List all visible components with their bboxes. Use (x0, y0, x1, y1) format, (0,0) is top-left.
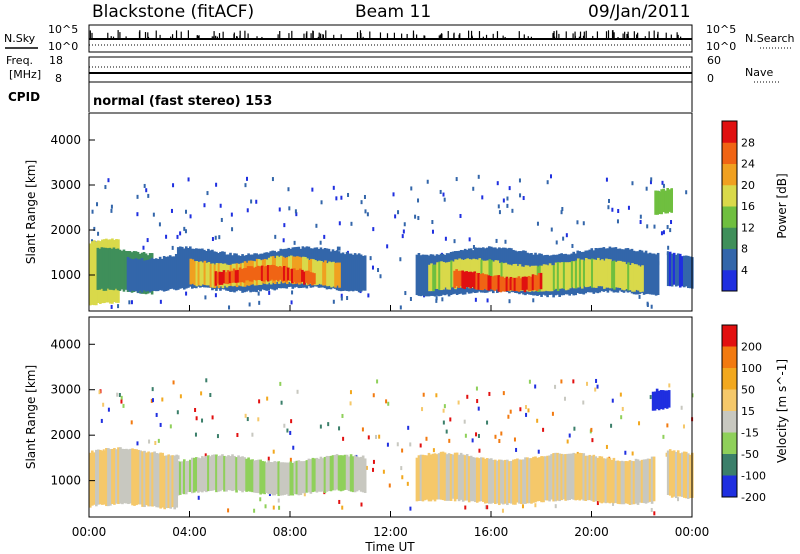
velocity-colorbar-label: Velocity [m s^-1] (775, 359, 789, 463)
x-tick-label: 16:00 (474, 525, 509, 539)
velocity-echo-region-3 (651, 388, 671, 411)
velocity-ytick-label: 4000 (50, 337, 81, 351)
nsky-tick-top: 10^5 (48, 23, 78, 36)
velocity-colorbar-swatch (722, 389, 737, 412)
freq-unit: [MHz] (9, 68, 41, 81)
x-tick-label: 04:00 (172, 525, 207, 539)
power-ylabel: Slant Range [km] (24, 160, 38, 264)
velocity-echo-region-4 (666, 449, 694, 499)
power-ytick-label: 4000 (50, 133, 81, 147)
power-colorbar-swatch (722, 227, 737, 249)
power-colorbar-tick: 24 (741, 158, 755, 171)
cpid-value: normal (fast stereo) 153 (93, 94, 272, 109)
x-tick-label: 12:00 (373, 525, 408, 539)
power-colorbar: 4 8 12 16 20 24 28 Power [dB] (721, 120, 789, 292)
x-tick-label: 00:00 (72, 525, 107, 539)
velocity-colorbar-swatch (722, 432, 737, 455)
figure-title: Blackstone (fitACF) (92, 2, 254, 22)
velocity-colorbar-tick: -100 (741, 470, 766, 483)
power-colorbar-label: Power [dB] (775, 173, 789, 238)
date-label: 09/Jan/2011 (588, 2, 691, 22)
power-ytick-label: 3000 (50, 178, 81, 192)
velocity-ytick-label: 1000 (50, 474, 81, 488)
power-colorbar-swatch (722, 269, 737, 292)
x-tick-label: 08:00 (273, 525, 308, 539)
velocity-ytick-label: 3000 (50, 383, 81, 397)
power-echo-region-10 (666, 251, 694, 289)
x-axis-title: Time UT (364, 540, 415, 554)
nsearch-tick-bottom: 10^0 (706, 40, 736, 53)
nsky-label: N.Sky (4, 32, 36, 45)
nsky-trace (89, 30, 692, 40)
power-colorbar-swatch (722, 121, 737, 143)
velocity-colorbar-tick: 15 (741, 405, 755, 418)
nsky-panel: N.Sky 10^5 10^0 10^5 10^0 N.Search (4, 23, 795, 53)
velocity-echo-region-0 (89, 447, 179, 510)
velocity-colorbar: 200 100 50 15 -15 -50 -100 -200 Velocity [m s^-1… (721, 324, 789, 504)
power-colorbar-tick: 12 (741, 221, 755, 234)
power-echo-region-9 (654, 188, 674, 215)
nave-label: Nave (745, 66, 773, 79)
power-colorbar-swatch (722, 142, 737, 164)
velocity-echo-region-2 (415, 451, 656, 506)
velocity-colorbar-tick: 200 (741, 341, 762, 354)
time-axis: 00:00 04:00 08:00 12:00 16:00 20:00 00:00 (72, 525, 710, 539)
power-colorbar-swatch (722, 184, 737, 207)
velocity-colorbar-tick: 100 (741, 362, 762, 375)
velocity-ytick-label: 2000 (50, 428, 81, 442)
nave-tick-bottom: 0 (707, 72, 714, 85)
nave-tick-top: 60 (707, 54, 721, 67)
power-colorbar-tick: 4 (741, 264, 748, 277)
power-colorbar-tick: 16 (741, 200, 755, 213)
x-tick-label: 00:00 (675, 525, 710, 539)
power-colorbar-swatch (722, 206, 737, 228)
power-colorbar-tick: 28 (741, 136, 755, 149)
power-ytick-label: 2000 (50, 223, 81, 237)
cpid-panel: CPID normal (fast stereo) 153 (8, 82, 693, 112)
velocity-colorbar-swatch (722, 454, 737, 476)
velocity-colorbar-tick: -50 (741, 448, 759, 461)
velocity-colorbar-frame (721, 324, 738, 498)
velocity-ylabel: Slant Range [km] (24, 365, 38, 469)
velocity-echo-region-1 (176, 454, 367, 496)
power-echo-region-8 (453, 269, 543, 293)
freq-panel: Freq. [MHz] 18 8 60 0 Nave (6, 54, 780, 85)
velocity-colorbar-swatch (722, 475, 737, 498)
velocity-colorbar-tick: 50 (741, 384, 755, 397)
velocity-colorbar-tick: -200 (741, 491, 766, 504)
velocity-colorbar-swatch (722, 411, 737, 433)
freq-tick-bottom: 8 (55, 72, 62, 85)
power-colorbar-tick: 8 (741, 243, 748, 256)
freq-label: Freq. (6, 54, 33, 67)
freq-tick-top: 18 (49, 54, 63, 67)
power-colorbar-swatch (722, 248, 737, 271)
velocity-colorbar-swatch (722, 325, 737, 347)
power-colorbar-tick: 20 (741, 179, 755, 192)
velocity-colorbar-swatch (722, 346, 737, 369)
beam-label: Beam 11 (355, 2, 431, 22)
velocity-colorbar-swatch (722, 368, 737, 390)
power-colorbar-frame (721, 120, 738, 292)
cpid-label: CPID (8, 90, 40, 104)
velocity-colorbar-tick: -15 (741, 427, 759, 440)
x-tick-label: 20:00 (574, 525, 609, 539)
velocity-panel: 1000 2000 3000 4000 Slant Range [km] 200 100 50… (24, 316, 789, 518)
nsearch-tick-top: 10^5 (706, 23, 736, 36)
power-panel: 1000 2000 3000 4000 Slant Range [km] 4 8 12 16 20… (24, 112, 789, 312)
power-colorbar-swatch (722, 163, 737, 186)
nsearch-label: N.Search (745, 32, 795, 45)
power-ytick-label: 1000 (50, 268, 81, 282)
power-echo-region-5 (214, 264, 316, 286)
nsky-tick-bottom: 10^0 (48, 40, 78, 53)
